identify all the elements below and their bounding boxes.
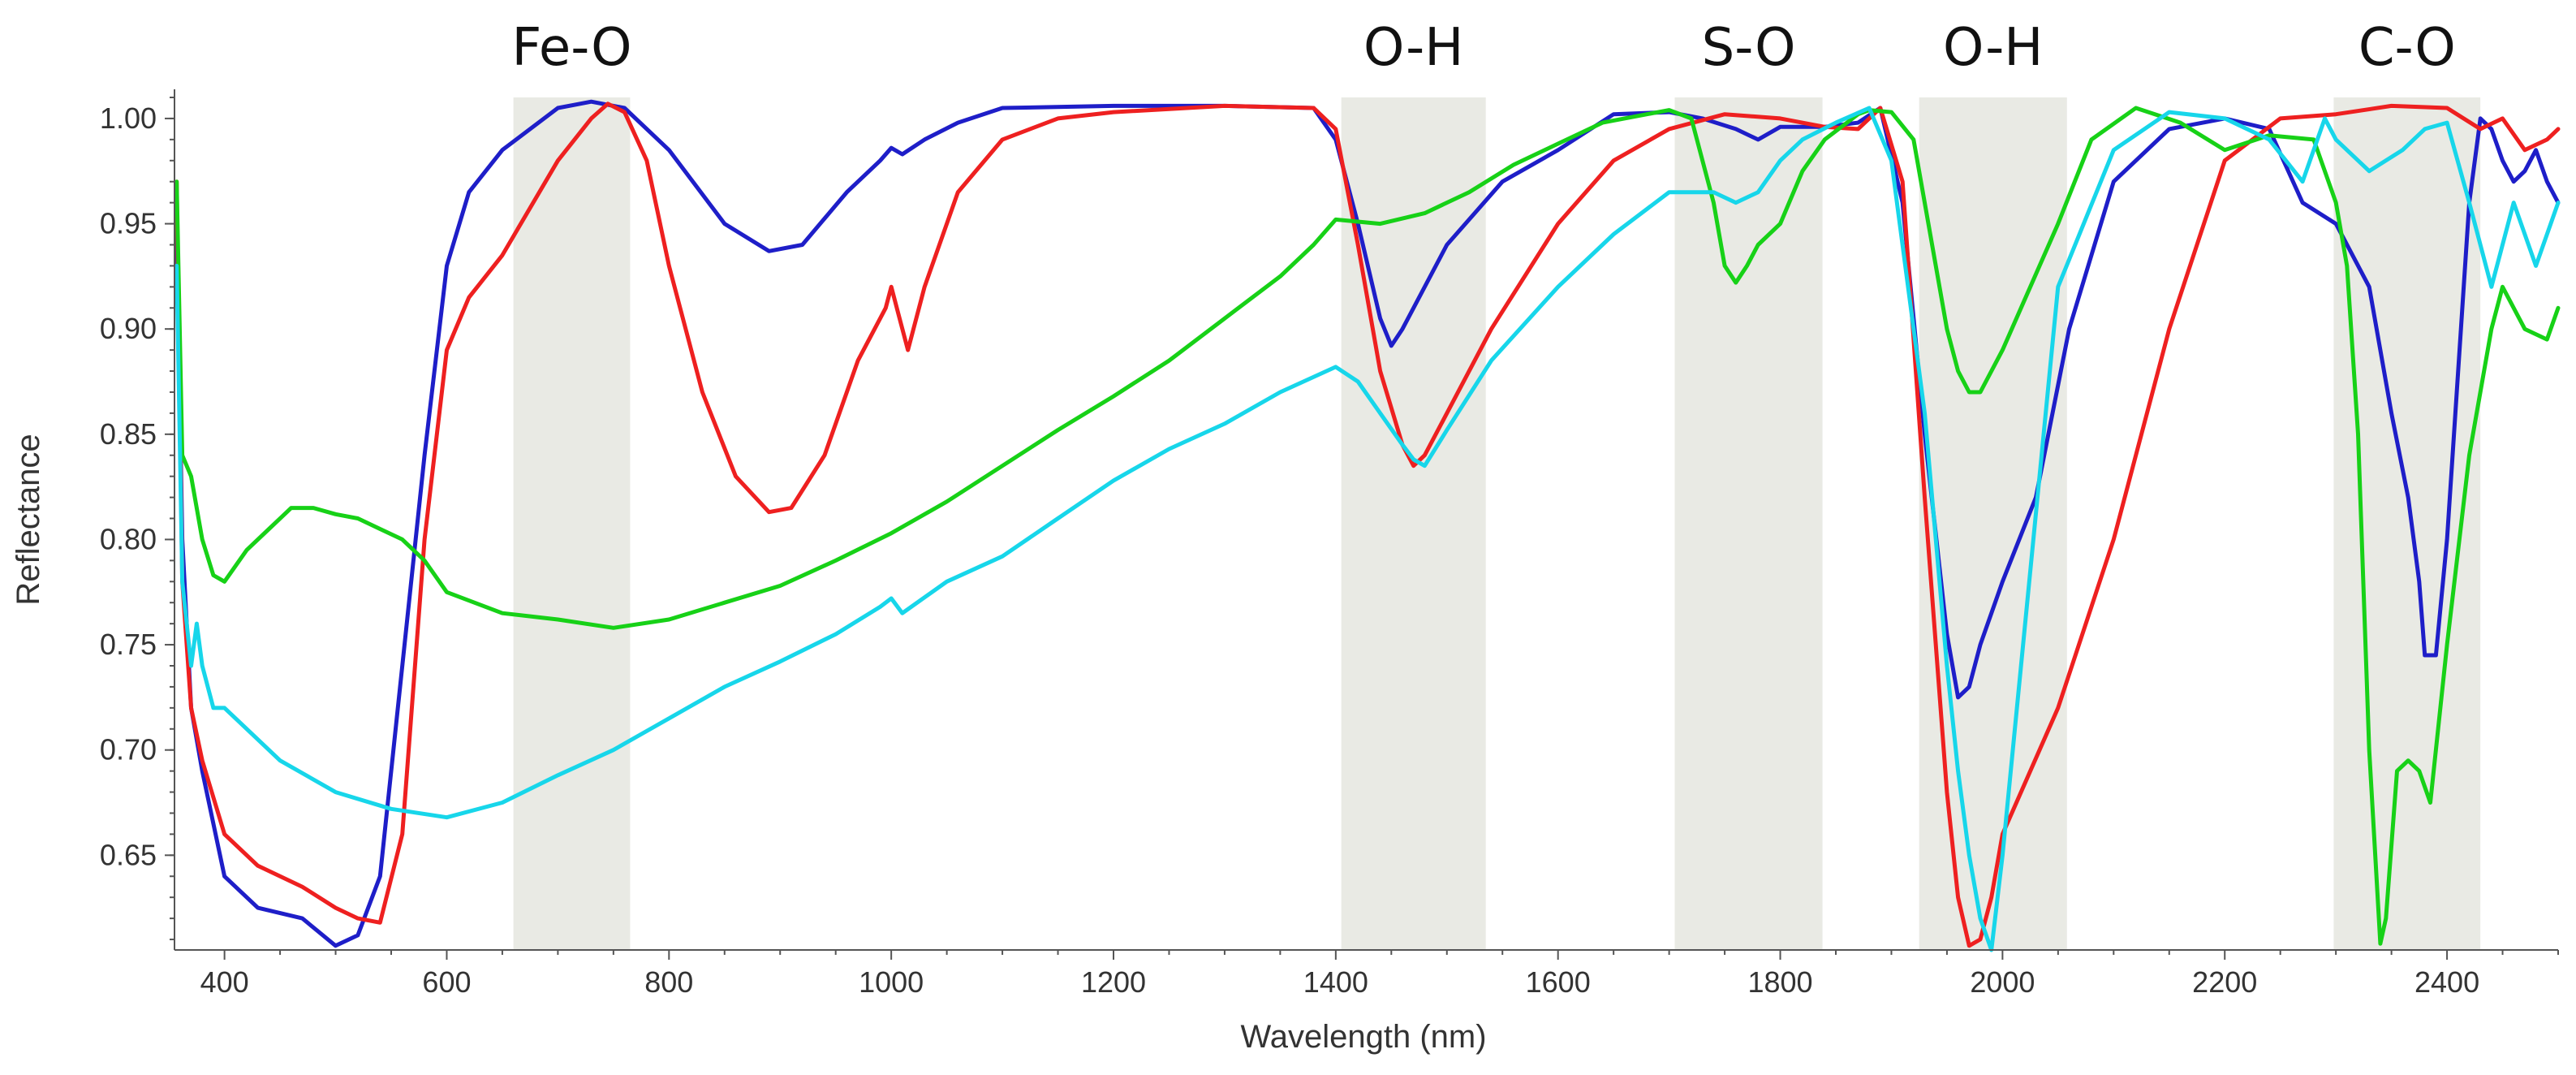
band-label: Fe-O bbox=[512, 18, 632, 78]
x-tick-label: 2200 bbox=[2192, 965, 2257, 999]
y-tick-label: 0.85 bbox=[100, 417, 157, 451]
y-tick-label: 0.65 bbox=[100, 838, 157, 871]
x-tick-label: 2000 bbox=[1970, 965, 2035, 999]
y-tick-label: 0.70 bbox=[100, 733, 157, 766]
series-line-cyan bbox=[174, 106, 2561, 952]
x-tick-label: 1200 bbox=[1081, 965, 1146, 999]
band-rect bbox=[513, 97, 631, 950]
x-tick-label: 1400 bbox=[1303, 965, 1368, 999]
y-tick-label: 0.95 bbox=[100, 207, 157, 240]
band-rect bbox=[1674, 97, 1823, 950]
band-label: S-O bbox=[1702, 18, 1796, 78]
x-tick-label: 2400 bbox=[2414, 965, 2479, 999]
x-tick-label: 1000 bbox=[859, 965, 924, 999]
band-label: O-H bbox=[1363, 18, 1463, 78]
y-tick-label: 1.00 bbox=[100, 101, 157, 135]
band-label: O-H bbox=[1943, 18, 2043, 78]
band-rect bbox=[1341, 97, 1486, 950]
series-line-red bbox=[174, 101, 2561, 948]
axes: 400 600 800 1000 1200 1400 1600 1800 2000 2200 240… bbox=[100, 89, 2559, 999]
x-tick-label: 600 bbox=[422, 965, 471, 999]
x-tick-label: 800 bbox=[644, 965, 693, 999]
band-label: C-O bbox=[2358, 18, 2456, 78]
series-lines bbox=[174, 99, 2561, 952]
y-axis-title: Reflectance bbox=[11, 434, 46, 605]
band-rect bbox=[1919, 97, 2067, 950]
series-line-green bbox=[174, 106, 2561, 946]
y-tick-label: 0.75 bbox=[100, 628, 157, 661]
x-tick-label: 1600 bbox=[1526, 965, 1591, 999]
x-tick-label: 400 bbox=[200, 965, 249, 999]
absorption-bands bbox=[513, 97, 2481, 950]
x-tick-label: 1800 bbox=[1747, 965, 1812, 999]
band-labels: Fe-O O-H S-O O-H C-O bbox=[512, 18, 2456, 78]
x-ticks: 400 600 800 1000 1200 1400 1600 1800 2000 2200 240… bbox=[200, 950, 2559, 999]
y-tick-label: 0.80 bbox=[100, 522, 157, 555]
y-tick-label: 0.90 bbox=[100, 312, 157, 345]
y-ticks: 0.65 0.70 0.75 0.80 0.85 0.90 0.95 1.00 bbox=[100, 97, 174, 941]
band-rect bbox=[2333, 97, 2481, 950]
x-axis-title: Wavelength (nm) bbox=[1240, 1019, 1486, 1055]
